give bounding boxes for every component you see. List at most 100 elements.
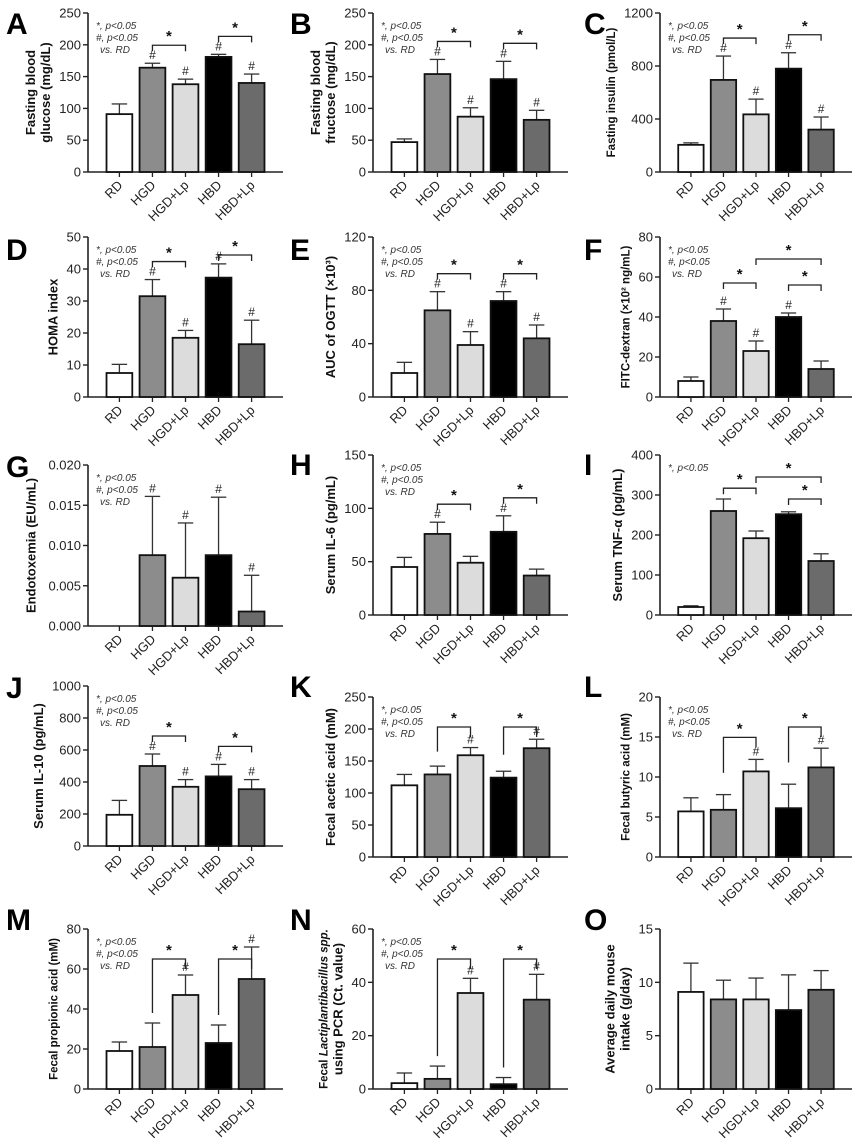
y-tick-label: 20 — [352, 1028, 366, 1043]
y-tick-label: 200 — [59, 807, 81, 822]
hash-marker: # — [467, 317, 474, 331]
significance-note: vs. RD — [385, 729, 415, 740]
comparison-bracket — [436, 40, 472, 48]
bar-rd — [390, 141, 419, 173]
bar-hgd-lp — [456, 561, 485, 616]
comparison-bracket — [151, 735, 187, 742]
hash-marker: # — [182, 64, 189, 78]
y-axis-label: Fecal acetic acid (mM) — [323, 708, 338, 846]
bar-hbd-lp — [522, 118, 551, 173]
y-tick-label: 0 — [74, 165, 81, 180]
y-tick-label: 100 — [344, 786, 366, 801]
x-tick-label: RD — [673, 863, 697, 887]
y-axis-label: using PCR (Ct. value) — [330, 943, 345, 1075]
y-tick-label: 40 — [67, 262, 81, 277]
significance-note: vs. RD — [100, 269, 130, 280]
y-tick-label: 10 — [639, 770, 653, 785]
y-tick-label: 600 — [59, 743, 81, 758]
y-axis-label: Fasting blood — [308, 50, 323, 135]
bar-hbd — [774, 807, 803, 858]
comparison-bracket — [151, 44, 187, 52]
comparison-bracket — [722, 282, 757, 289]
y-tick-label: 250 — [59, 6, 81, 21]
x-tick-label: HBD — [480, 621, 510, 651]
y-tick-label: 0.005 — [48, 578, 81, 593]
significance-note: *, p<0.05 — [668, 463, 709, 474]
bar-hbd — [204, 554, 233, 627]
hash-marker: # — [215, 749, 222, 763]
y-tick-label: 100 — [344, 101, 366, 116]
significance-note: vs. RD — [385, 269, 415, 280]
bar-hgd — [709, 79, 738, 173]
significance-note: #, p<0.05 — [668, 33, 710, 44]
bar-hbd-lp — [237, 978, 266, 1090]
x-tick-label: HBD — [195, 1095, 225, 1125]
hash-marker: # — [533, 310, 540, 324]
hash-marker: # — [149, 481, 156, 495]
comparison-star: * — [517, 710, 523, 727]
comparison-star: * — [802, 710, 808, 727]
bar-hgd-lp — [742, 350, 770, 398]
x-tick-label: RD — [673, 621, 697, 645]
y-tick-label: 150 — [344, 448, 366, 463]
bar-hgd-lp — [171, 83, 200, 173]
significance-note: #, p<0.05 — [381, 257, 423, 268]
y-tick-label: 80 — [639, 230, 653, 245]
panel-letter: L — [584, 671, 602, 704]
comparison-star: * — [786, 242, 792, 259]
comparison-bracket — [787, 34, 822, 41]
y-axis-label: Fasting insulin (pmol/L) — [606, 27, 618, 157]
y-tick-label: 0 — [646, 608, 653, 623]
bar-hbd — [774, 67, 803, 173]
y-tick-label: 150 — [59, 69, 81, 84]
hash-marker: # — [434, 507, 441, 521]
y-tick-label: 150 — [344, 754, 366, 769]
y-axis-label: AUC of OGTT (×10³) — [323, 256, 338, 378]
y-tick-label: 0 — [359, 165, 366, 180]
significance-note: *, p<0.05 — [381, 245, 422, 256]
x-tick-label: HBD — [480, 178, 510, 208]
y-axis-label: Serum TNF-α (pg/mL) — [610, 469, 625, 602]
hash-marker: # — [720, 294, 727, 308]
panel-j: J 0 200 400 600 800 1000 Serum IL-10 (pg/mL) RD H… — [6, 672, 283, 898]
y-tick-label: 100 — [344, 501, 366, 516]
y-axis-label: Endotoxemia (EU/mL) — [24, 478, 39, 613]
significance-note: *, p<0.05 — [381, 705, 422, 716]
bar-rd — [105, 1050, 134, 1090]
y-tick-label: 50 — [352, 818, 366, 833]
y-tick-label: 0 — [74, 839, 81, 854]
y-tick-label: 100 — [59, 101, 81, 116]
hash-marker: # — [248, 59, 255, 73]
bar-hgd — [423, 533, 452, 616]
x-tick-label: RD — [102, 403, 126, 427]
panel-letter: D — [6, 234, 28, 267]
significance-note: vs. RD — [672, 45, 702, 56]
bar-hgd — [709, 320, 738, 398]
bar-hgd-lp — [171, 576, 200, 627]
comparison-star: * — [451, 24, 457, 41]
comparison-star: * — [451, 942, 457, 959]
comparison-bracket — [436, 273, 472, 280]
comparison-star: * — [166, 28, 172, 45]
y-tick-label: 50 — [67, 133, 81, 148]
comparison-star: * — [232, 238, 238, 255]
comparison-star: * — [517, 481, 523, 498]
comparison-star: * — [166, 942, 172, 959]
significance-note: #, p<0.05 — [96, 33, 138, 44]
x-tick-label: RD — [102, 852, 126, 876]
comparison-bracket — [502, 42, 538, 50]
y-tick-label: 80 — [67, 922, 81, 937]
y-axis-label: FITC-dextran (×10² ng/mL) — [620, 245, 632, 388]
panel-letter: O — [584, 904, 607, 937]
bar-hbd-lp — [807, 560, 835, 616]
hash-marker: # — [720, 41, 727, 55]
bar-hbd-lp — [237, 610, 266, 627]
y-tick-label: 0 — [359, 850, 366, 865]
significance-note: vs. RD — [100, 497, 130, 508]
hash-marker: # — [533, 95, 540, 109]
